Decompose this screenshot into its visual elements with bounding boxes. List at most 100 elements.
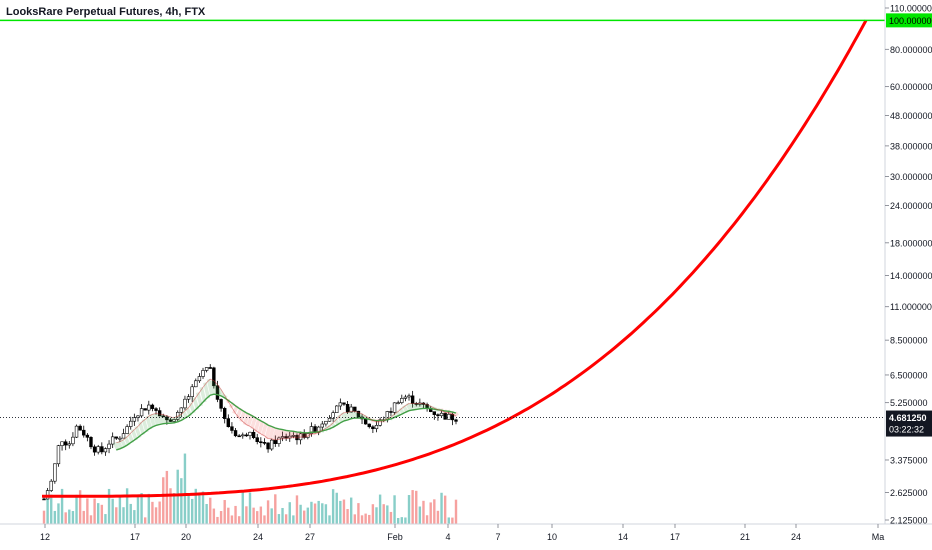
last-price-label: 4.681250: [889, 413, 927, 423]
candle-body: [233, 430, 238, 437]
volume-bar: [136, 497, 140, 524]
volume-bar: [425, 515, 429, 524]
volume-bar: [60, 488, 64, 524]
volume-bar: [205, 503, 208, 524]
volume-bar: [429, 502, 432, 524]
volume-bar: [266, 500, 270, 524]
candle-body: [280, 436, 285, 439]
volume-bar: [335, 492, 338, 524]
volume-bars: [42, 453, 458, 524]
ema-fill: [213, 383, 221, 396]
candle-body: [78, 425, 82, 431]
candle-body: [197, 376, 202, 382]
candle-body: [371, 426, 375, 430]
ema-fill: [199, 386, 207, 403]
candle-body: [255, 437, 259, 443]
x-tick-label: 21: [740, 532, 750, 542]
ema-fill: [145, 415, 153, 430]
volume-bar: [306, 507, 310, 524]
candle-body: [219, 399, 223, 409]
volume-bar: [118, 495, 122, 524]
volume-bar: [259, 506, 263, 524]
volume-bar: [64, 512, 67, 524]
ema-fill: [275, 428, 283, 441]
candle-body: [201, 370, 205, 377]
ema-fill: [138, 421, 146, 435]
chart-title: LooksRare Perpetual Futures, 4h, FTX: [6, 6, 206, 18]
volume-bar: [216, 516, 219, 524]
volume-bar: [237, 516, 241, 524]
x-tick-label: Feb: [387, 532, 403, 542]
volume-bar: [104, 514, 107, 524]
ema-fill: [242, 412, 250, 426]
x-tick-label: 20: [181, 532, 191, 542]
candle-body: [125, 426, 129, 434]
candle-body: [183, 398, 187, 409]
ema-fill: [152, 413, 160, 426]
candle-body: [241, 434, 245, 437]
candle-body: [63, 441, 68, 446]
candle-body: [121, 433, 126, 439]
candle-body: [349, 406, 353, 413]
candle-body: [331, 412, 335, 419]
candle-body: [96, 446, 100, 453]
candle-body: [67, 443, 71, 446]
volume-bar: [418, 506, 422, 524]
volume-bar: [151, 501, 154, 524]
candle-body: [114, 436, 118, 439]
volume-bar: [158, 501, 161, 524]
volume-bar: [360, 515, 364, 524]
volume-bar: [349, 497, 353, 524]
ema-fill: [264, 424, 272, 440]
candle-body: [139, 408, 144, 417]
x-tick-label: 17: [670, 532, 680, 542]
volume-bar: [295, 495, 299, 524]
volume-bar: [321, 503, 324, 524]
volume-bar: [451, 517, 454, 524]
volume-bar: [46, 491, 49, 524]
candle-body: [407, 395, 411, 398]
volume-bar: [368, 514, 371, 524]
candle-body: [374, 424, 379, 430]
candle-body: [85, 434, 90, 438]
candle-body: [165, 416, 169, 421]
candle-body: [226, 418, 231, 428]
volume-bar: [404, 517, 407, 524]
price-axis: 110.000000 80.000000 60.000000 48.000000 38.…: [885, 4, 932, 526]
y-tick-label: 60.000000: [890, 82, 932, 92]
candle-body: [168, 419, 173, 422]
candle-body: [251, 431, 256, 438]
candle-body: [259, 441, 263, 444]
volume-bar: [313, 503, 317, 524]
candle-body: [389, 411, 393, 413]
volume-bar: [270, 508, 273, 524]
ema-fill: [286, 430, 294, 439]
volume-bar: [154, 507, 158, 524]
volume-bar: [198, 495, 201, 524]
ema-fill: [282, 429, 290, 440]
volume-bar: [303, 510, 306, 524]
volume-bar: [129, 503, 132, 524]
candle-body: [345, 403, 350, 413]
ema-slow-line: [116, 393, 457, 451]
candle-body: [342, 402, 346, 405]
y-tick-label: 5.250000: [890, 398, 928, 408]
candle-body: [92, 446, 97, 453]
volume-bar: [133, 510, 136, 524]
ema-fill: [424, 403, 431, 410]
candle-body: [107, 443, 111, 449]
volume-bar: [93, 498, 96, 524]
volume-bar: [140, 493, 143, 524]
x-tick-label: Ma: [872, 532, 885, 542]
candle-body: [244, 434, 249, 437]
volume-bar: [310, 501, 313, 524]
volume-bar: [115, 507, 118, 524]
y-tick-label: 110.000000: [890, 4, 932, 14]
y-tick-label: 14.000000: [890, 271, 932, 281]
candle-body: [204, 367, 209, 371]
y-tick-label: 38.000000: [890, 141, 932, 151]
candle-body: [432, 411, 437, 415]
candle-body: [45, 490, 50, 500]
candle-body: [53, 463, 57, 482]
